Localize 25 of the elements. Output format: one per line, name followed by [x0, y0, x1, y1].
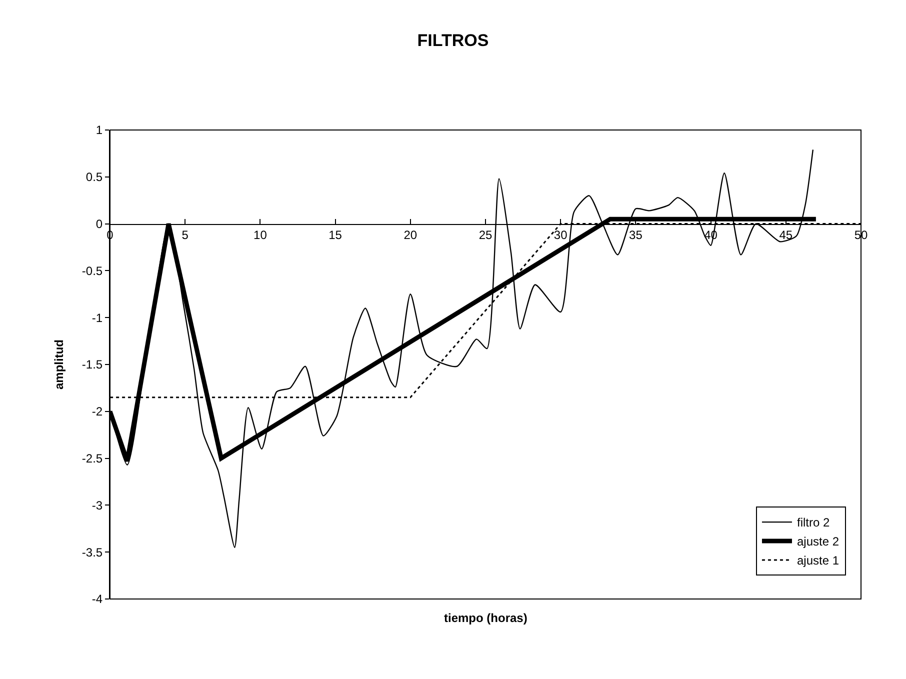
x-tick-label: 25	[478, 228, 492, 242]
x-tick-label: 5	[182, 228, 189, 242]
legend-label: ajuste 2	[796, 534, 840, 549]
x-axis-title: tiempo (horas)	[444, 611, 528, 625]
x-tick-label: 10	[254, 228, 268, 242]
y-tick-label: -2.5	[82, 452, 103, 466]
y-tick-label: -2	[92, 404, 103, 419]
y-axis-title: amplitud	[52, 340, 66, 390]
y-tick-label: 0.5	[86, 170, 103, 184]
y-tick-label: -1.5	[82, 358, 103, 372]
y-tick-label: -1	[92, 310, 103, 325]
x-tick-label: 20	[404, 228, 418, 242]
y-tick-label: -0.5	[82, 264, 103, 278]
y-tick-label: -3	[92, 498, 103, 512]
chart-title: FILTROS	[417, 30, 489, 50]
y-tick-label: -3.5	[82, 545, 103, 560]
y-tick-label: 0	[96, 217, 103, 231]
x-tick-label: 35	[629, 228, 643, 242]
legend-label: filtro 2	[796, 516, 830, 530]
x-tick-label: 15	[328, 228, 342, 242]
y-tick-label: 1	[96, 123, 103, 138]
legend-label: ajuste 1	[796, 554, 840, 568]
x-tick-label: 30	[554, 228, 568, 242]
x-tick-label: 45	[779, 228, 793, 242]
y-tick-label: -4	[92, 592, 103, 606]
